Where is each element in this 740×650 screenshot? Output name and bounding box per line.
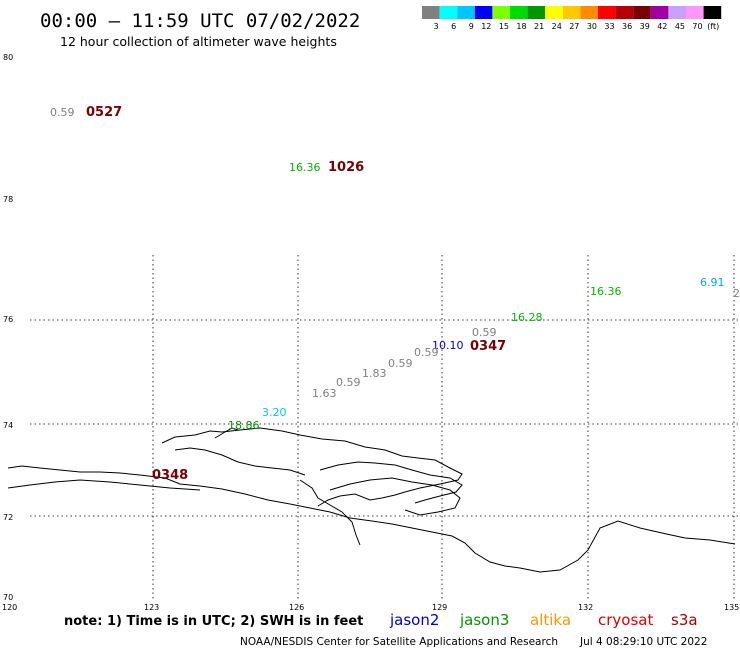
wave-height-label: 0347 [470,339,506,354]
lat-label-80: 80 [3,53,13,62]
legend-tick-label: 33 [604,22,614,31]
wave-height-label: 1026 [328,160,364,175]
legend-swatch [510,6,528,19]
map-subtitle: 12 hour collection of altimeter wave hei… [60,34,337,49]
wave-height-label: 0.59 [50,106,75,119]
map-title: 00:00 – 11:59 UTC 07/02/2022 [40,10,360,32]
legend-swatch [562,6,581,19]
legend-swatch [545,6,563,19]
legend-swatch [703,6,722,19]
legend-tick-label: 12 [481,22,491,31]
lat-label-70: 70 [3,593,13,602]
wave-height-legend: 3 6 9 12 15 18 21 24 27 30 33 36 39 42 45 70 (ft) [422,6,722,31]
legend-tick-label: 21 [534,22,544,31]
wave-height-label: 0348 [152,468,188,483]
wave-height-label: 10.10 [432,339,464,352]
legend-swatch [633,6,651,19]
lat-label-78: 78 [3,195,13,204]
wave-height-label: 1.83 [362,367,387,380]
mission-label-jason2: jason2 [389,611,439,629]
lon-label-135: 135 [724,603,739,612]
wave-height-label: 16.36 [590,285,622,298]
lon-label-129: 129 [432,603,447,612]
legend-unit: (ft) [707,22,719,31]
lat-label-72: 72 [3,513,13,522]
wave-height-label: 0.59 [472,326,497,339]
legend-tick-label: 30 [587,22,597,31]
wave-height-label: 18.86 [228,419,260,432]
wave-height-label: 0527 [86,105,122,120]
legend-swatch [615,6,634,19]
legend-swatch [598,6,616,19]
mission-label-cryosat: cryosat [598,611,653,629]
legend-tick-label: 9 [469,22,474,31]
legend-swatch [422,6,440,19]
lat-label-74: 74 [3,421,13,430]
legend-swatch [686,6,704,19]
graticule [30,255,740,600]
wave-height-label: 0.59 [336,376,361,389]
legend-swatch [580,6,598,19]
legend-swatch [650,6,669,19]
mission-label-altika: altika [530,611,571,629]
legend-tick-label: 39 [640,22,650,31]
lon-label-126: 126 [289,603,304,612]
wave-height-label: 16.28 [511,311,543,324]
wave-height-label: 0.59 [414,346,439,359]
legend-tick-label: 70 [692,22,702,31]
wave-height-label: 1.63 [312,387,337,400]
mission-label-s3a: s3a [671,611,698,629]
lon-label-123: 123 [144,603,159,612]
wave-height-label: 2 [733,287,740,300]
legend-swatch [439,6,458,19]
legend-tick-label: 42 [657,22,667,31]
legend-swatch [668,6,686,19]
mission-label-jason3: jason3 [459,611,509,629]
legend-swatch [492,6,510,19]
legend-tick-label: 27 [569,22,579,31]
wave-height-label: 16.36 [289,161,321,174]
legend-tick-label: 6 [451,22,456,31]
footer-timestamp: Jul 4 08:29:10 UTC 2022 [579,636,707,648]
lon-label-120: 120 [2,603,17,612]
legend-tick-label: 24 [552,22,562,31]
legend-swatch [457,6,475,19]
coastline [7,427,736,573]
footer-credit: NOAA/NESDIS Center for Satellite Applica… [240,636,558,648]
legend-tick-label: 3 [434,22,439,31]
legend-tick-label: 36 [622,22,632,31]
lat-label-76: 76 [3,315,13,324]
legend-swatch [474,6,493,19]
wave-height-label: 6.91 [700,276,725,289]
footer-note: note: 1) Time is in UTC; 2) SWH is in fe… [64,614,363,629]
legend-swatch [527,6,546,19]
legend-tick-label: 45 [675,22,685,31]
wave-height-label: 3.20 [262,406,287,419]
legend-tick-label: 15 [499,22,509,31]
wave-height-label: 0.59 [388,357,413,370]
lon-label-132: 132 [578,603,593,612]
legend-tick-label: 18 [516,22,526,31]
